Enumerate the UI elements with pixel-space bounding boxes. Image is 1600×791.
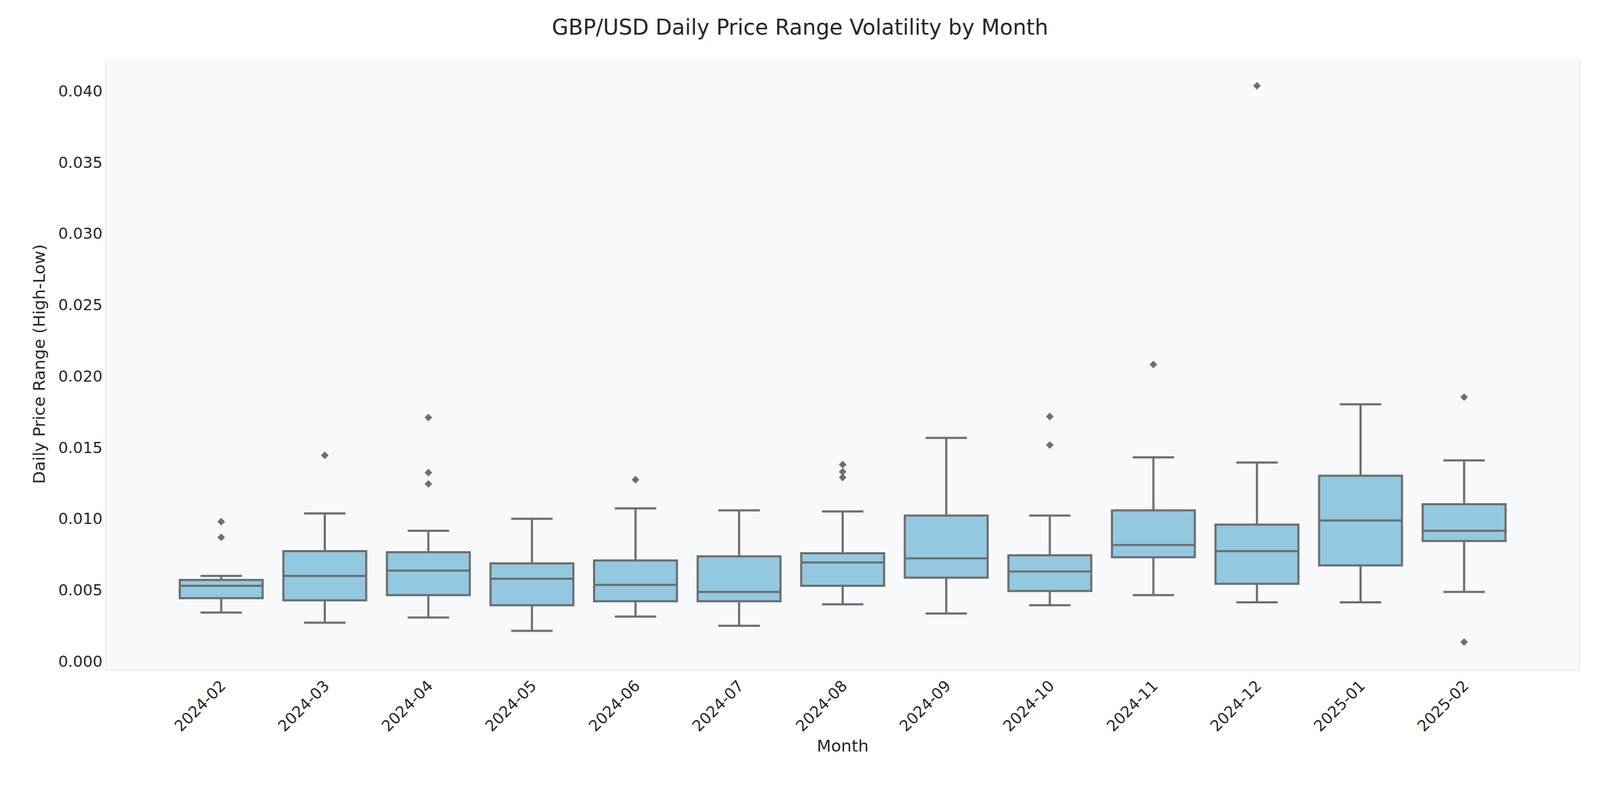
- svg-text:0.030: 0.030: [58, 224, 103, 243]
- svg-text:2024-09: 2024-09: [896, 676, 955, 736]
- svg-text:0.010: 0.010: [58, 509, 103, 528]
- svg-text:2024-06: 2024-06: [585, 676, 644, 736]
- svg-text:2024-11: 2024-11: [1102, 676, 1162, 736]
- svg-text:Month: Month: [816, 736, 869, 756]
- svg-text:GBP/USD Daily Price Range Vola: GBP/USD Daily Price Range Volatility by …: [552, 14, 1049, 40]
- svg-text:0.000: 0.000: [58, 652, 103, 671]
- svg-text:2024-12: 2024-12: [1206, 676, 1266, 736]
- svg-text:2024-03: 2024-03: [274, 676, 333, 736]
- svg-text:2024-08: 2024-08: [792, 676, 851, 736]
- svg-text:0.025: 0.025: [58, 296, 103, 315]
- svg-text:2025-01: 2025-01: [1309, 676, 1369, 736]
- svg-text:2024-02: 2024-02: [170, 676, 230, 736]
- svg-text:2024-05: 2024-05: [481, 676, 541, 736]
- svg-text:2025-02: 2025-02: [1413, 676, 1473, 736]
- svg-text:0.020: 0.020: [58, 367, 103, 386]
- svg-text:2024-07: 2024-07: [688, 676, 748, 736]
- svg-text:2024-04: 2024-04: [378, 676, 437, 736]
- svg-text:0.040: 0.040: [58, 82, 103, 101]
- svg-text:Daily Price Range (High-Low): Daily Price Range (High-Low): [29, 244, 49, 485]
- svg-text:2024-10: 2024-10: [999, 676, 1059, 736]
- svg-text:0.005: 0.005: [58, 581, 103, 600]
- svg-text:0.035: 0.035: [58, 153, 103, 172]
- svg-text:0.015: 0.015: [58, 438, 103, 458]
